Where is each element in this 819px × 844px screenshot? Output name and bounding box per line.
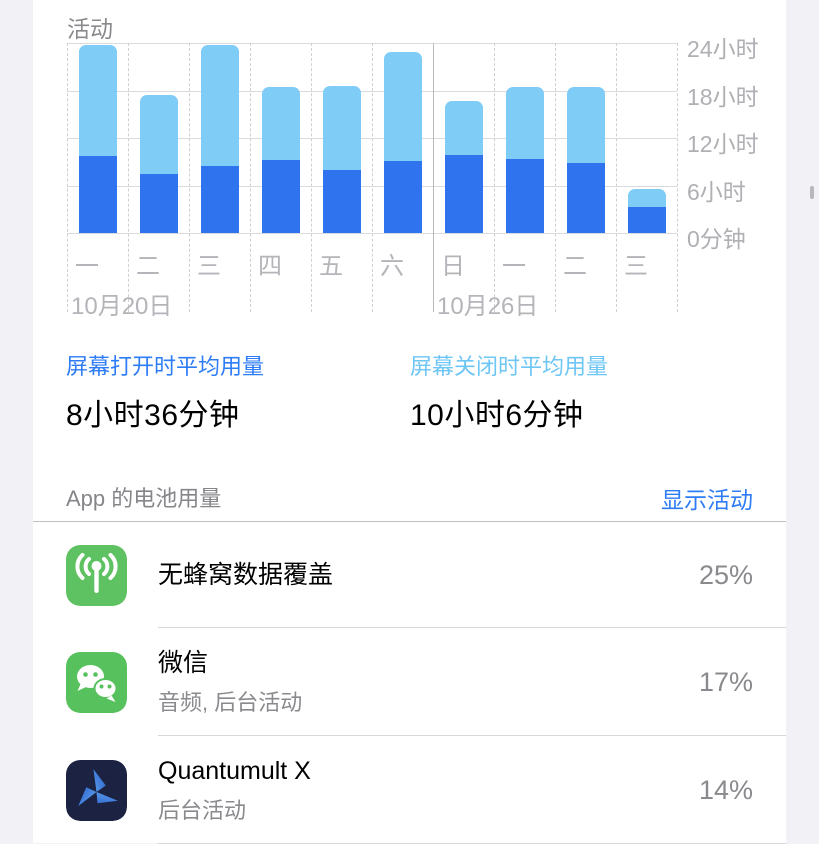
screen-off-segment bbox=[505, 87, 544, 159]
app-name: 微信 bbox=[158, 648, 209, 677]
quantumult-x-icon bbox=[66, 759, 127, 821]
y-axis-tick-label: 18小时 bbox=[687, 83, 759, 110]
app-row[interactable]: 微信音频, 后台活动 17% bbox=[33, 628, 786, 736]
screen-off-segment bbox=[444, 100, 483, 156]
activity-bar-4[interactable] bbox=[261, 87, 300, 233]
activity-bar-6[interactable] bbox=[383, 51, 422, 233]
screen-on-segment bbox=[261, 160, 300, 233]
screen-off-average-label: 屏幕关闭时平均用量 bbox=[410, 354, 609, 379]
screen-on-average-label: 屏幕打开时平均用量 bbox=[66, 354, 265, 379]
screen-off-segment bbox=[383, 51, 422, 161]
activity-bar-10[interactable] bbox=[627, 188, 666, 233]
app-name: 无蜂窝数据覆盖 bbox=[158, 561, 334, 589]
app-battery-usage-header: App 的电池用量 bbox=[66, 486, 222, 511]
screen-off-segment bbox=[78, 45, 117, 157]
gridline-vertical bbox=[67, 43, 68, 312]
activity-bar-5[interactable] bbox=[322, 85, 361, 233]
day-label: 一 bbox=[75, 253, 99, 280]
activity-bar-2[interactable] bbox=[139, 95, 178, 233]
gridline-vertical bbox=[494, 43, 495, 312]
activity-chart: 活动 一 二 三 四 五 六 日 一 二 三 10月20日 10月26日 24小时 18小时 12小时 6小时… bbox=[33, 0, 786, 340]
gridline-vertical bbox=[677, 43, 678, 312]
app-battery-percent: 17% bbox=[698, 666, 753, 697]
y-axis-tick-label: 24小时 bbox=[687, 36, 759, 62]
screen-off-segment bbox=[566, 86, 605, 163]
screen-off-segment bbox=[322, 85, 361, 170]
screen-on-segment bbox=[78, 156, 117, 233]
app-battery-list: 无蜂窝数据覆盖 25% 微信音频, 后台活动 17% Quantumult X 后台活动 1… bbox=[33, 521, 786, 844]
gridline-vertical bbox=[311, 43, 312, 312]
row-separator bbox=[158, 735, 786, 736]
gridline-vertical bbox=[250, 43, 251, 312]
day-label: 五 bbox=[319, 253, 343, 280]
gridline-vertical bbox=[189, 43, 190, 312]
chart-title: 活动 bbox=[67, 16, 113, 42]
wechat-icon bbox=[66, 651, 127, 713]
y-axis-tick-label: 12小时 bbox=[687, 131, 759, 157]
screen-on-segment bbox=[627, 206, 666, 233]
y-axis-tick-label: 6小时 bbox=[687, 178, 746, 205]
app-battery-percent: 14% bbox=[698, 774, 753, 805]
screen-on-average: 屏幕打开时平均用量 8小时36分钟 bbox=[66, 349, 264, 434]
settings-battery-panel: 活动 一 二 三 四 五 六 日 一 二 三 10月20日 10月26日 24小时 18小时 12小时 6小时… bbox=[33, 0, 786, 844]
screen-on-segment bbox=[566, 162, 605, 233]
gridline-vertical bbox=[372, 43, 373, 312]
activity-bar-7[interactable] bbox=[444, 100, 483, 233]
screen-on-segment bbox=[444, 155, 483, 233]
screen-off-segment bbox=[261, 87, 300, 161]
screen-on-segment bbox=[200, 165, 239, 233]
screen-on-average-value: 8小时36分钟 bbox=[66, 399, 240, 432]
date-label: 10月26日 bbox=[437, 293, 539, 320]
app-activity-subtitle: 后台活动 bbox=[158, 797, 247, 823]
activity-bar-9[interactable] bbox=[566, 86, 605, 233]
week-divider-line bbox=[433, 43, 434, 312]
day-label: 一 bbox=[502, 253, 526, 280]
activity-bar-1[interactable] bbox=[78, 45, 117, 233]
day-label: 二 bbox=[136, 253, 160, 280]
screen-off-segment bbox=[200, 45, 239, 166]
activity-bar-3[interactable] bbox=[200, 45, 239, 233]
app-row[interactable]: Quantumult X 后台活动 14% bbox=[33, 736, 786, 844]
app-name: Quantumult X bbox=[158, 756, 311, 785]
day-label: 三 bbox=[624, 253, 648, 280]
activity-chart-plot: 一 二 三 四 五 六 日 一 二 三 10月20日 10月26日 24小时 18小时 12小时 6小时 0分钟 bbox=[67, 36, 759, 320]
screen-off-segment bbox=[627, 188, 666, 207]
screen-off-average-value: 10小时6分钟 bbox=[410, 399, 584, 432]
activity-bar-8[interactable] bbox=[505, 87, 544, 233]
gridline-vertical bbox=[128, 43, 129, 312]
app-activity-subtitle: 音频, 后台活动 bbox=[158, 689, 303, 715]
y-axis-tick-label: 0分钟 bbox=[687, 226, 746, 252]
app-battery-percent: 25% bbox=[698, 559, 753, 590]
day-label: 三 bbox=[197, 253, 221, 280]
screen-off-average: 屏幕关闭时平均用量 10小时6分钟 bbox=[410, 349, 608, 434]
scrollbar[interactable] bbox=[810, 186, 814, 199]
day-label: 日 bbox=[441, 253, 465, 280]
screen-off-segment bbox=[139, 95, 178, 174]
date-label: 10月20日 bbox=[71, 293, 173, 320]
day-label: 六 bbox=[380, 253, 404, 280]
row-separator bbox=[158, 627, 786, 628]
gridline-vertical bbox=[616, 43, 617, 312]
cellular-antenna-icon bbox=[66, 544, 127, 606]
screen-on-segment bbox=[322, 169, 361, 233]
app-row[interactable]: 无蜂窝数据覆盖 25% bbox=[33, 522, 786, 628]
screen-on-segment bbox=[139, 173, 178, 233]
day-label: 四 bbox=[258, 253, 282, 280]
screen-on-segment bbox=[505, 158, 544, 233]
day-label: 二 bbox=[563, 253, 587, 280]
show-activity-link[interactable]: 显示活动 bbox=[661, 487, 753, 513]
screen-on-segment bbox=[383, 160, 422, 233]
gridline-vertical bbox=[555, 43, 556, 312]
